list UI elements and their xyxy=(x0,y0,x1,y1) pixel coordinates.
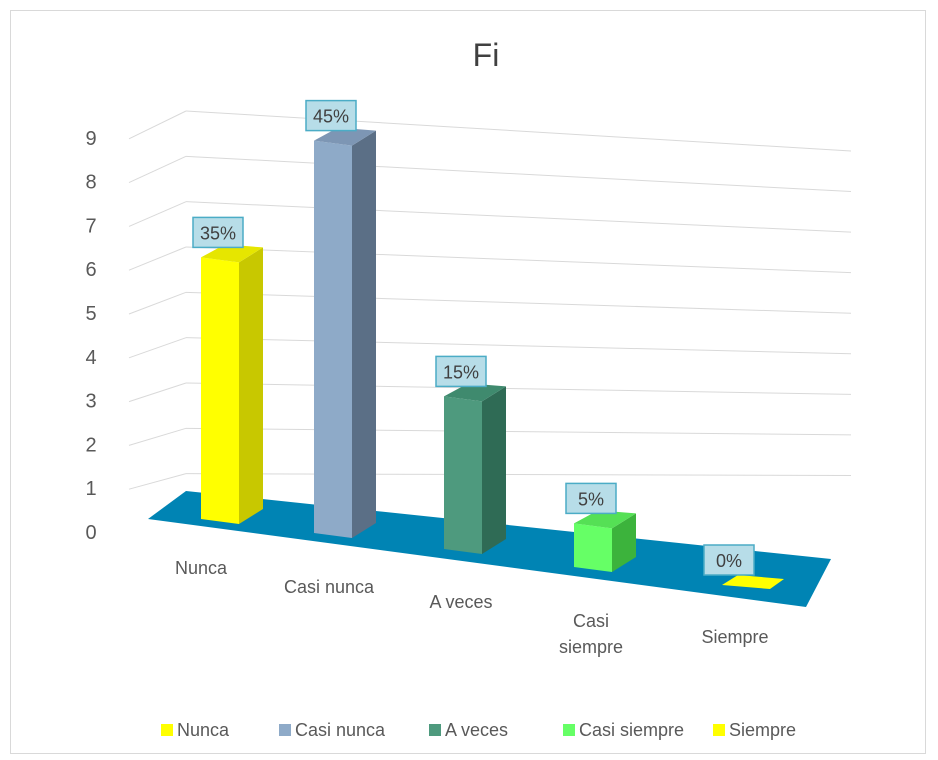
x-category-label: Casi nunca xyxy=(284,577,375,597)
bar-top xyxy=(574,510,636,529)
gridline xyxy=(185,246,852,274)
legend-entry: A veces xyxy=(445,720,508,740)
data-label-box xyxy=(565,482,617,515)
bar-side xyxy=(612,513,636,572)
legend-swatch xyxy=(279,724,291,736)
data-label: 35% xyxy=(200,223,236,243)
gridline-side xyxy=(128,382,187,403)
gridline xyxy=(185,110,852,152)
bar-nunca xyxy=(201,257,239,524)
data-label: 45% xyxy=(313,107,349,127)
bar-chart: Fi 0 1 2 3 4 5 6 7 8 9 35% 45% 15% 5% 0% Nunca Casi nu… xyxy=(85,37,852,740)
x-category-label: Siempre xyxy=(701,627,768,647)
legend-swatch xyxy=(713,724,725,736)
data-label: 5% xyxy=(578,489,604,509)
legend-entry: Nunca xyxy=(177,720,230,740)
bar-top xyxy=(444,383,506,402)
gridline-side xyxy=(128,110,187,140)
data-label-box xyxy=(435,355,487,388)
data-label: 0% xyxy=(716,551,742,571)
bar-casi-siempre xyxy=(574,523,612,572)
gridline xyxy=(185,201,852,233)
x-category-label: Nunca xyxy=(175,558,228,578)
legend-entry: Casi siempre xyxy=(579,720,684,740)
chart-frame: Fi 0 1 2 3 4 5 6 7 8 9 35% 45% 15% 5% 0% Nunca Casi nu… xyxy=(10,10,926,754)
gridline-side xyxy=(128,427,187,446)
y-tick-label: 4 xyxy=(85,347,96,369)
bar-top xyxy=(201,244,263,263)
legend-swatch xyxy=(563,724,575,736)
gridline xyxy=(185,337,852,355)
y-tick-label: 6 xyxy=(85,259,96,281)
bar-top xyxy=(314,127,376,146)
legend-entry: Siempre xyxy=(729,720,796,740)
legend-entry: Casi nunca xyxy=(295,720,386,740)
chart-title: Fi xyxy=(473,37,500,73)
x-category-label: A veces xyxy=(429,592,492,612)
y-tick-label: 5 xyxy=(85,303,96,325)
gridline-side xyxy=(128,201,187,227)
gridline xyxy=(185,291,852,314)
bar-siempre xyxy=(722,575,784,589)
data-label: 15% xyxy=(443,362,479,382)
data-label-box xyxy=(192,216,244,249)
gridline xyxy=(185,427,852,436)
y-tick-label: 8 xyxy=(85,172,96,194)
y-tick-label: 9 xyxy=(85,128,96,150)
gridline-side xyxy=(128,473,187,490)
x-category-label: Casi xyxy=(573,611,609,631)
gridline-side xyxy=(128,246,187,271)
y-tick-label: 2 xyxy=(85,434,96,456)
y-tick-label: 7 xyxy=(85,215,96,237)
gridline-side xyxy=(128,337,187,359)
gridline-side xyxy=(128,155,187,184)
bar-a-veces xyxy=(444,396,482,554)
legend-swatch xyxy=(161,724,173,736)
data-label-box xyxy=(703,544,755,576)
y-tick-label: 1 xyxy=(85,478,96,500)
legend-swatch xyxy=(429,724,441,736)
bar-side xyxy=(482,386,506,554)
x-category-label: siempre xyxy=(559,637,623,657)
gridline xyxy=(185,473,852,476)
gridline-side xyxy=(128,291,187,315)
bar-side xyxy=(352,130,376,538)
gridline xyxy=(185,382,852,395)
y-tick-label: 3 xyxy=(85,391,96,413)
data-label-box xyxy=(305,99,357,132)
bar-casi-nunca xyxy=(314,140,352,538)
bar-side xyxy=(239,247,263,524)
gridline xyxy=(185,155,852,193)
y-tick-label: 0 xyxy=(85,522,96,544)
